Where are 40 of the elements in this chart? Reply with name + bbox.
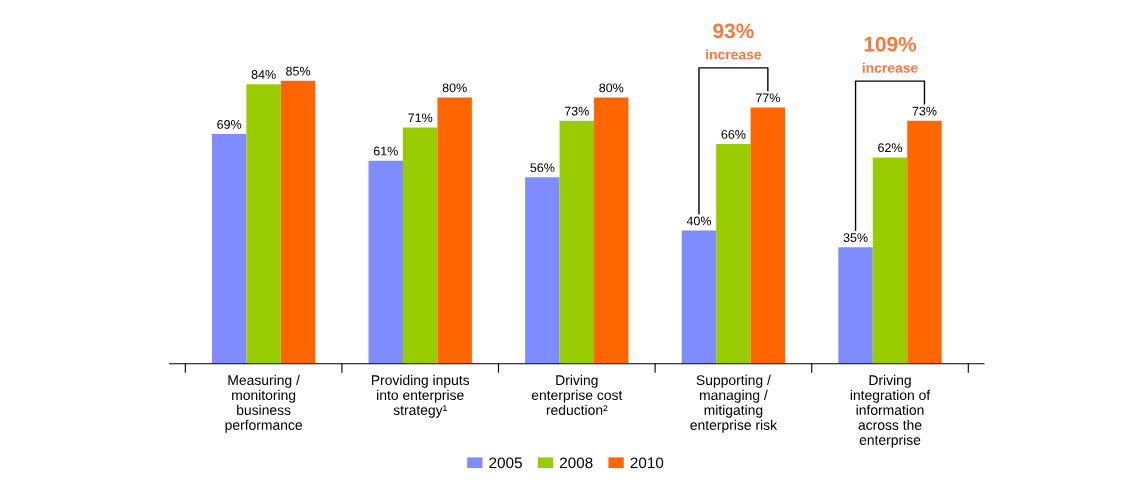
x-tick-label: Driving enterprise cost reduction² (531, 374, 623, 415)
data-label: 80% (442, 83, 467, 93)
data-label: 40% (686, 216, 712, 226)
legend-label: 2010 (630, 457, 664, 469)
data-label: 73% (912, 106, 937, 116)
bar (907, 120, 942, 364)
data-label: 80% (599, 83, 624, 93)
bar (716, 144, 751, 364)
text: 109% increase (862, 36, 918, 73)
bar (246, 84, 281, 364)
bar (872, 157, 908, 364)
bar (681, 230, 717, 364)
bar (437, 97, 472, 364)
bar (750, 107, 786, 364)
bar (368, 160, 403, 364)
data-label: 84% (251, 70, 276, 79)
bar (211, 134, 247, 364)
data-label: 77% (755, 93, 780, 103)
legend-label: 2005 (489, 457, 522, 469)
bar (525, 177, 560, 364)
data-label: 85% (286, 66, 311, 76)
text: 93% increase (706, 23, 762, 60)
bar (838, 247, 873, 364)
bar (402, 127, 438, 364)
data-label: 56% (530, 163, 555, 173)
data-label: 35% (843, 233, 868, 243)
x-tick-label: Driving integration of information across the enterprise (850, 374, 931, 448)
data-label: 71% (408, 113, 433, 123)
bar (594, 97, 629, 364)
data-label: 62% (878, 143, 903, 153)
x-tick-label: Supporting / managing / mitigating enterprise risk (690, 374, 778, 433)
x-tick-label: Measuring / monitoring business performance (225, 374, 302, 433)
legend-label: 2008 (559, 457, 593, 469)
data-label: 61% (373, 146, 398, 156)
bar (280, 80, 316, 364)
data-label: 66% (721, 129, 746, 139)
data-label: 73% (564, 106, 589, 116)
data-label: 69% (217, 119, 242, 129)
x-tick-label: Providing inputs into enterprise strategy¹ (371, 374, 470, 418)
bar (559, 120, 595, 364)
